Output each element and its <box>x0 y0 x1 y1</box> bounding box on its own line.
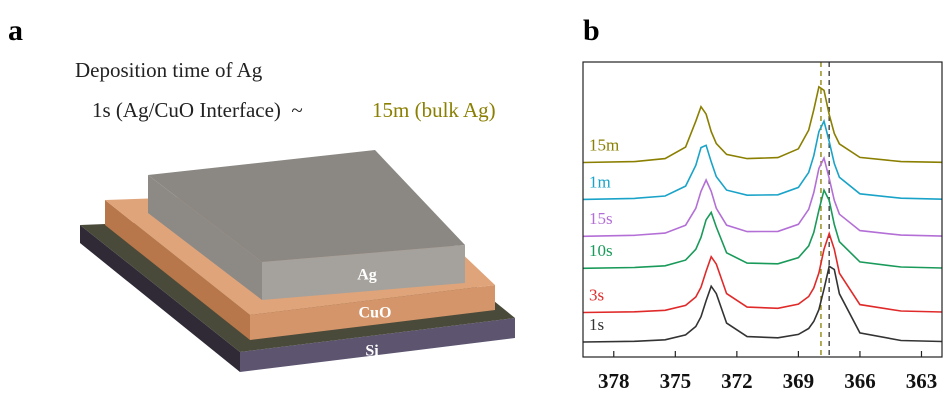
series-label: 1s <box>589 315 604 334</box>
series-label: 10s <box>589 241 613 260</box>
plot-frame <box>582 61 943 358</box>
layer-stack <box>80 150 515 372</box>
x-tick-label: 378 <box>598 369 630 393</box>
ag-top <box>148 150 465 262</box>
series-label: 1m <box>589 172 611 191</box>
x-tick-label: 375 <box>660 369 692 393</box>
spectrum-line <box>582 85 943 164</box>
spectrum-line <box>582 231 943 314</box>
spectrum-line <box>582 155 943 238</box>
series-label: 3s <box>589 285 604 304</box>
x-tick-label: 369 <box>783 369 815 393</box>
cuo-front <box>250 285 495 340</box>
x-tick-label: 366 <box>844 369 876 393</box>
panel-letter: b <box>583 14 600 47</box>
layer-label: Ag <box>357 267 377 284</box>
range-end: 15m (bulk Ag) <box>372 98 496 122</box>
spectrum-line <box>582 187 943 270</box>
ag-side <box>148 175 262 300</box>
heading: Deposition time of Ag <box>75 58 263 82</box>
layer-label: Si <box>365 343 379 360</box>
si-side <box>80 225 240 372</box>
layer-label: CuO <box>359 305 392 322</box>
series-label: 15m <box>589 135 619 154</box>
range-start: 1s (Ag/CuO Interface) ~ <box>92 98 303 122</box>
cuo-side <box>105 200 250 340</box>
si-front <box>240 318 515 372</box>
ag-front <box>262 245 465 300</box>
x-tick-label: 363 <box>906 369 938 393</box>
spectrum-line <box>582 118 943 201</box>
x-tick-label: 372 <box>721 369 753 393</box>
spectrum-plot: 378 375 372 369 366 363 1s 3s 10s 15s 1m 15m <box>582 62 943 393</box>
panel-letter: a <box>8 14 23 47</box>
spectrum-line <box>582 265 943 343</box>
series-label: 15s <box>589 209 613 228</box>
